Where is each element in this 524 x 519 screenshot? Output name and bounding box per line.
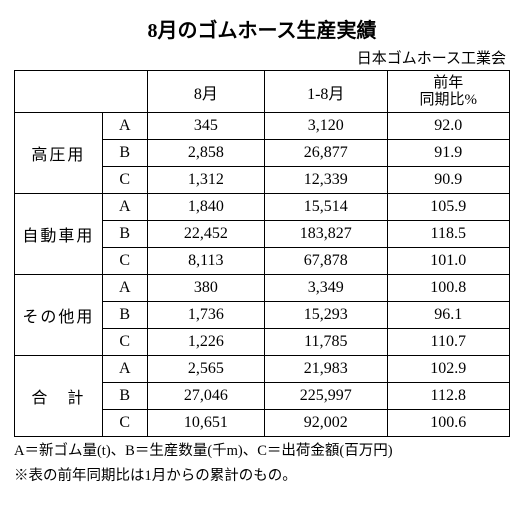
value-month: 380: [147, 275, 264, 302]
value-yoy: 91.9: [387, 140, 510, 167]
value-yoy: 90.9: [387, 167, 510, 194]
value-month: 2,858: [147, 140, 264, 167]
value-cumulative: 92,002: [265, 410, 387, 437]
value-month: 8,113: [147, 248, 264, 275]
sub-cell: C: [102, 329, 147, 356]
sub-cell: B: [102, 140, 147, 167]
value-month: 27,046: [147, 383, 264, 410]
note-footnote: ※表の前年同期比は1月からの累計のもの。: [14, 465, 510, 487]
value-yoy: 96.1: [387, 302, 510, 329]
value-yoy: 92.0: [387, 113, 510, 140]
category-cell: その他用: [15, 275, 103, 356]
category-cell: 高圧用: [15, 113, 103, 194]
value-cumulative: 225,997: [265, 383, 387, 410]
table-row: その他用A3803,349100.8: [15, 275, 510, 302]
sub-cell: B: [102, 302, 147, 329]
value-yoy: 102.9: [387, 356, 510, 383]
value-cumulative: 3,120: [265, 113, 387, 140]
table-row: 合 計A2,56521,983102.9: [15, 356, 510, 383]
sub-cell: C: [102, 410, 147, 437]
value-cumulative: 12,339: [265, 167, 387, 194]
source-label: 日本ゴムホース工業会: [14, 47, 510, 68]
header-month: 8月: [147, 71, 264, 113]
value-yoy: 100.6: [387, 410, 510, 437]
value-cumulative: 67,878: [265, 248, 387, 275]
table-row: 高圧用A3453,12092.0: [15, 113, 510, 140]
value-yoy: 100.8: [387, 275, 510, 302]
page-title: 8月のゴムホース生産実績: [14, 14, 510, 43]
value-cumulative: 15,293: [265, 302, 387, 329]
value-month: 1,226: [147, 329, 264, 356]
value-yoy: 105.9: [387, 194, 510, 221]
value-month: 1,840: [147, 194, 264, 221]
value-cumulative: 11,785: [265, 329, 387, 356]
sub-cell: A: [102, 356, 147, 383]
category-cell: 合 計: [15, 356, 103, 437]
value-month: 1,312: [147, 167, 264, 194]
production-table: 8月 1-8月 前年同期比% 高圧用A3453,12092.0B2,85826,…: [14, 70, 510, 437]
value-yoy: 101.0: [387, 248, 510, 275]
value-month: 10,651: [147, 410, 264, 437]
sub-cell: B: [102, 383, 147, 410]
sub-cell: C: [102, 248, 147, 275]
header-blank-1: [15, 71, 103, 113]
value-cumulative: 26,877: [265, 140, 387, 167]
table-header-row: 8月 1-8月 前年同期比%: [15, 71, 510, 113]
sub-cell: A: [102, 275, 147, 302]
header-yoy: 前年同期比%: [387, 71, 510, 113]
sub-cell: C: [102, 167, 147, 194]
value-cumulative: 15,514: [265, 194, 387, 221]
value-cumulative: 21,983: [265, 356, 387, 383]
legend-footnote: A＝新ゴム量(t)、B＝生産数量(千m)、C＝出荷金額(百万円): [14, 440, 510, 462]
value-cumulative: 183,827: [265, 221, 387, 248]
header-blank-2: [102, 71, 147, 113]
sub-cell: A: [102, 113, 147, 140]
table-row: 自動車用A1,84015,514105.9: [15, 194, 510, 221]
sub-cell: B: [102, 221, 147, 248]
sub-cell: A: [102, 194, 147, 221]
header-cumulative: 1-8月: [265, 71, 387, 113]
value-month: 1,736: [147, 302, 264, 329]
category-cell: 自動車用: [15, 194, 103, 275]
value-month: 2,565: [147, 356, 264, 383]
value-month: 345: [147, 113, 264, 140]
value-yoy: 118.5: [387, 221, 510, 248]
value-cumulative: 3,349: [265, 275, 387, 302]
value-yoy: 110.7: [387, 329, 510, 356]
value-month: 22,452: [147, 221, 264, 248]
value-yoy: 112.8: [387, 383, 510, 410]
